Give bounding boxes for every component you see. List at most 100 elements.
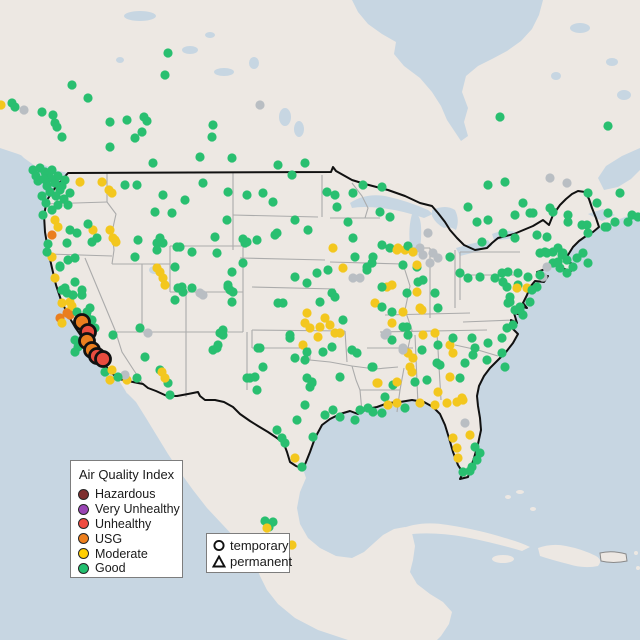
station-dot (255, 343, 265, 353)
lesser-antilles (636, 566, 640, 570)
station-dot (250, 372, 260, 382)
station-dot (603, 208, 613, 218)
station-dot (83, 93, 93, 103)
station-dot (433, 387, 443, 397)
station-dot (258, 362, 268, 372)
station-dot (578, 248, 588, 258)
station-dot (287, 170, 297, 180)
station-dot (500, 362, 510, 372)
station-dot (167, 208, 177, 218)
station-dot (302, 278, 312, 288)
station-dot (47, 165, 57, 175)
station-dot (430, 400, 440, 410)
station-dot (142, 116, 152, 126)
station-dot (482, 355, 492, 365)
station-dot (97, 177, 107, 187)
station-dot (475, 448, 485, 458)
station-dot (212, 343, 222, 353)
station-dot (53, 171, 63, 181)
station-dot (350, 415, 360, 425)
station-dot (377, 182, 387, 192)
station-dot (315, 322, 325, 332)
station-dot (343, 217, 353, 227)
station-dot (615, 188, 625, 198)
station-dot (445, 372, 455, 382)
station-dot (557, 250, 567, 260)
station-dot (362, 265, 372, 275)
station-dot (10, 102, 20, 112)
station-dot (39, 174, 49, 184)
station-dot (165, 390, 175, 400)
station-dot (50, 178, 60, 188)
aqi-legend: Air Quality Index Hazardous Very Unhealt… (70, 460, 183, 578)
station-dot (187, 247, 197, 257)
station-dot (495, 112, 505, 122)
permanent-triangle-icon (212, 554, 226, 567)
station-dot (130, 252, 140, 262)
station-dot (100, 367, 110, 377)
station-dot (418, 250, 428, 260)
station-dot (19, 105, 29, 115)
usg-swatch-icon (78, 533, 89, 545)
station-dot (198, 178, 208, 188)
station-dot (158, 238, 168, 248)
station-dot (330, 190, 340, 200)
station-dot (423, 228, 433, 238)
station-dot (367, 362, 377, 372)
station-dot (415, 303, 425, 313)
station-dot (63, 255, 73, 265)
station-dot (327, 342, 337, 352)
station-dot (463, 273, 473, 283)
station-dot (158, 273, 168, 283)
station-dot (563, 210, 573, 220)
station-dot (445, 252, 455, 262)
station-dot (105, 117, 115, 127)
station-dot (387, 335, 397, 345)
legend-item-unhealthy: Unhealthy (78, 517, 175, 532)
islands (8, 132, 640, 570)
hudson-bay (352, 0, 543, 141)
station-dot (448, 348, 458, 358)
station-dot (408, 353, 418, 363)
station-dot (130, 133, 140, 143)
station-dot (152, 245, 162, 255)
station-dot (290, 353, 300, 363)
station-dot (158, 190, 168, 200)
station-dot (408, 247, 418, 257)
station-dot (170, 262, 180, 272)
station-dot (37, 191, 47, 201)
station-dot (105, 375, 115, 385)
station-dot (83, 219, 93, 229)
station-dot (525, 297, 535, 307)
bahamas (516, 490, 524, 494)
station-dot (302, 308, 312, 318)
good-swatch-icon (78, 562, 89, 574)
moderate-swatch-icon (78, 548, 89, 560)
legend-item-good: Good (78, 561, 175, 576)
station-dot (377, 408, 387, 418)
station-dot (510, 210, 520, 220)
station-dot (55, 261, 65, 271)
station-dot (172, 242, 182, 252)
station-dot (460, 358, 470, 368)
station-dot (460, 418, 470, 428)
station-dot (273, 160, 283, 170)
lesser-antilles (634, 551, 638, 555)
station-dot (223, 187, 233, 197)
station-dot (133, 235, 143, 245)
legend-item-label: permanent (230, 553, 293, 569)
station-dot (290, 215, 300, 225)
station-dot (160, 280, 170, 290)
station-dot (562, 268, 572, 278)
cuba (398, 523, 530, 551)
station-dot (583, 188, 593, 198)
station-dot (163, 48, 173, 58)
station-dot (535, 270, 545, 280)
bahamas (505, 495, 511, 499)
station-dot (400, 403, 410, 413)
station-dot (242, 190, 252, 200)
station-dot (290, 453, 300, 463)
station-dot (352, 348, 362, 358)
legend-item-label: Moderate (95, 546, 148, 561)
